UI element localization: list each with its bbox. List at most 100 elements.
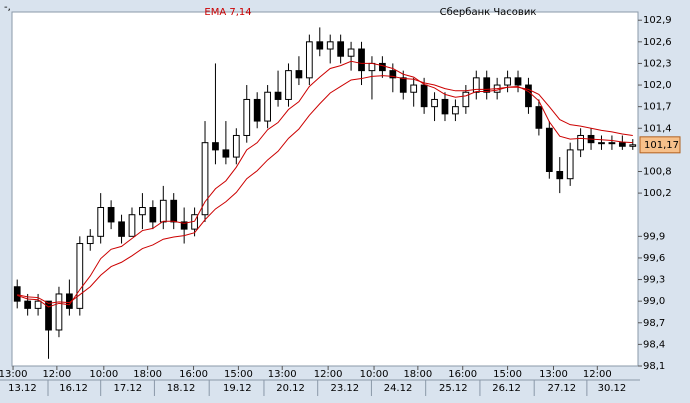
candle-body (389, 70, 397, 79)
candle-body (399, 77, 407, 93)
date-label: 24.12 (384, 383, 413, 394)
y-tick-label: 99,6 (643, 253, 665, 264)
x-tick-label: 18:00 (403, 369, 432, 380)
candle-body (274, 91, 282, 100)
candle-body (139, 207, 146, 216)
candle-body (358, 48, 365, 72)
y-tick-label: 102,0 (643, 80, 672, 91)
candle-body (222, 149, 230, 158)
plot-area (11, 11, 639, 367)
last-price-label: 101,17 (644, 140, 679, 151)
y-tick-label: 99,9 (643, 231, 665, 242)
date-label: 30.12 (598, 383, 627, 394)
candle-body (598, 142, 605, 145)
candle-body (326, 41, 334, 50)
candle-body (431, 98, 438, 108)
x-tick-label: 10:00 (89, 369, 118, 380)
y-tick-label: 98,4 (643, 339, 665, 350)
ema-line (17, 60, 633, 308)
candle-body (264, 91, 271, 122)
candle-body (525, 84, 532, 108)
candle-body (452, 106, 459, 115)
candle-body (608, 142, 616, 145)
x-tick-label: 10:00 (360, 369, 389, 380)
y-tick-label: 98,1 (643, 361, 665, 372)
y-tick-label: 99,3 (643, 275, 665, 286)
x-tick-label: 16:00 (448, 369, 477, 380)
candle-body (483, 77, 491, 93)
candle-body (556, 170, 564, 180)
date-label: 20.12 (276, 383, 305, 394)
date-label: 19.12 (223, 383, 252, 394)
candle-body (441, 98, 449, 115)
candle-body (118, 221, 125, 237)
candle-body (201, 142, 209, 216)
candle-body (535, 106, 543, 129)
candle-body (347, 48, 355, 57)
x-tick-label: 15:00 (493, 369, 522, 380)
candle-body (86, 235, 94, 245)
y-tick-label: 98,7 (643, 318, 665, 329)
candle-body (76, 243, 84, 309)
x-tick-label: 15:00 (224, 369, 253, 380)
candle-body (149, 207, 157, 223)
candle-body (410, 84, 418, 93)
candle-body (212, 142, 219, 151)
y-tick-label: 102,6 (643, 37, 672, 48)
candle-body (170, 199, 178, 223)
candle-body (316, 41, 324, 50)
candle-body (97, 207, 105, 237)
date-label: 25.12 (439, 383, 468, 394)
last-price-box (639, 136, 681, 154)
y-tick-label: 100,2 (643, 188, 672, 199)
candle-body (295, 70, 303, 79)
candle-body (24, 300, 32, 309)
y-tick-label: 102,9 (643, 15, 672, 26)
candle-body (107, 207, 115, 223)
candle-body (566, 149, 574, 180)
candle-body (45, 300, 52, 331)
candle-body (618, 142, 626, 147)
x-tick-label: 13:00 (539, 369, 568, 380)
candle-body (159, 199, 167, 223)
candle-body (55, 293, 63, 331)
x-tick-label: 13:00 (268, 369, 297, 380)
ema-line (17, 75, 633, 304)
chart-title: Сбербанк Часовик (440, 7, 537, 18)
date-label: 17.12 (113, 383, 142, 394)
candle-body (368, 62, 376, 72)
candle-body (180, 221, 188, 230)
x-tick-label: 18:00 (133, 369, 162, 380)
candle-body (34, 300, 42, 309)
candle-body (577, 134, 584, 151)
candle-body (232, 134, 240, 158)
candle-body (472, 77, 480, 93)
candle-body (285, 70, 292, 100)
y-tick-label: 101,7 (643, 102, 672, 113)
x-tick-label: 16:00 (179, 369, 208, 380)
indicator-label: EMA 7,14 (204, 7, 251, 18)
candle-body (462, 91, 470, 108)
corner-label: -, (4, 2, 11, 13)
y-tick-label: 99,0 (643, 296, 665, 307)
candle-body (379, 62, 386, 72)
candle-body (337, 41, 345, 57)
x-tick-label: 12:00 (42, 369, 71, 380)
candle-body (13, 286, 21, 302)
x-tick-label: 13:00 (0, 369, 27, 380)
x-tick-label: 12:00 (583, 369, 612, 380)
date-label: 16.12 (59, 383, 88, 394)
candle-body (504, 77, 511, 86)
candle-body (243, 98, 251, 136)
date-label: 18.12 (167, 383, 196, 394)
candle-body (305, 41, 313, 79)
y-tick-label: 102,3 (643, 58, 672, 69)
y-tick-label: 101,4 (643, 123, 672, 134)
candle-body (420, 84, 428, 108)
x-tick-label: 12:00 (314, 369, 343, 380)
date-label: 23.12 (331, 383, 360, 394)
candle-body (545, 127, 553, 172)
candle-body (514, 77, 522, 86)
